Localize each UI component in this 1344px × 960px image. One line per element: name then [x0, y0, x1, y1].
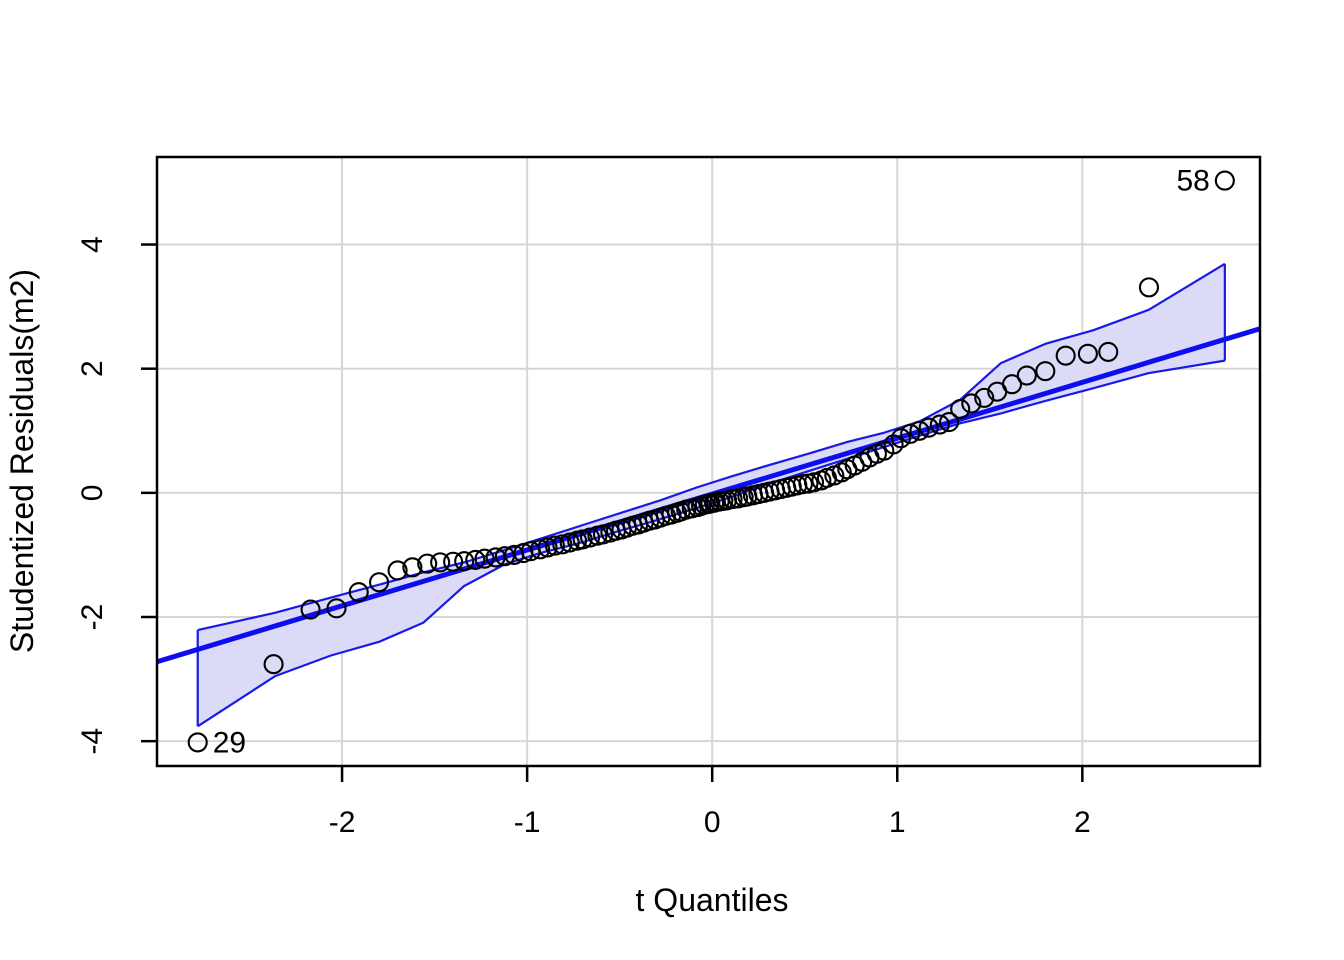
data-point [537, 537, 558, 558]
gridlines [157, 157, 1260, 766]
data-point [1001, 374, 1023, 395]
data-point [1035, 361, 1056, 382]
data-point [263, 654, 284, 675]
x-tick-label: 1 [889, 806, 906, 839]
plot-border [155, 155, 1262, 768]
data-point [890, 428, 912, 449]
envelope-upper-edge [197, 262, 1226, 632]
data-point [722, 489, 743, 510]
x-tick-label: 0 [704, 806, 721, 839]
y-axis-title: Studentized Residuals(m2) [4, 269, 40, 653]
data-point [187, 732, 208, 753]
data-point [552, 534, 573, 555]
data-point [1214, 170, 1235, 191]
data-point [909, 420, 930, 441]
x-axis-title: t Quantiles [636, 882, 789, 918]
data-point [430, 552, 451, 573]
y-tick-label: 2 [76, 360, 109, 377]
x-tick-label: -2 [329, 806, 356, 839]
y-tick-label: -2 [76, 604, 109, 631]
data-point [929, 414, 950, 435]
data-point [1098, 341, 1119, 362]
data-point [939, 412, 960, 433]
data-point [918, 417, 939, 438]
y-tick-label: 0 [76, 485, 109, 502]
data-point [544, 535, 565, 556]
x-tick-label: 2 [1074, 806, 1091, 839]
data-point [417, 553, 438, 574]
data-point [387, 560, 408, 581]
data-point [580, 527, 601, 548]
data-point [443, 551, 464, 572]
data-points [187, 170, 1235, 753]
data-point [326, 598, 347, 619]
data-point [465, 549, 486, 570]
data-point [454, 551, 475, 572]
data-point [369, 572, 390, 593]
y-tick-label: 4 [76, 236, 109, 253]
data-point [961, 393, 982, 414]
data-point [474, 548, 495, 569]
point-labels: 58 29 [213, 165, 1210, 760]
outlier-label: 58 [1176, 165, 1209, 198]
data-point [348, 582, 369, 603]
data-point [402, 557, 423, 578]
data-point [1138, 277, 1160, 298]
data-point [1016, 365, 1037, 386]
data-point [883, 434, 904, 455]
data-point [1077, 343, 1098, 364]
data-point [1055, 345, 1076, 366]
data-point [792, 474, 813, 495]
outlier-label: 29 [213, 726, 246, 759]
x-tick-label: -1 [514, 806, 541, 839]
y-tick-label: -4 [76, 728, 109, 755]
data-point [592, 524, 614, 545]
data-point [803, 472, 825, 493]
data-point [572, 529, 593, 550]
data-point [950, 398, 971, 420]
data-point [300, 599, 321, 620]
data-point [530, 539, 551, 560]
data-point [559, 532, 580, 553]
data-point [974, 387, 995, 408]
data-point [900, 423, 921, 444]
axes: -2 -1 0 1 2 -4 -2 0 2 4 [76, 155, 1262, 839]
